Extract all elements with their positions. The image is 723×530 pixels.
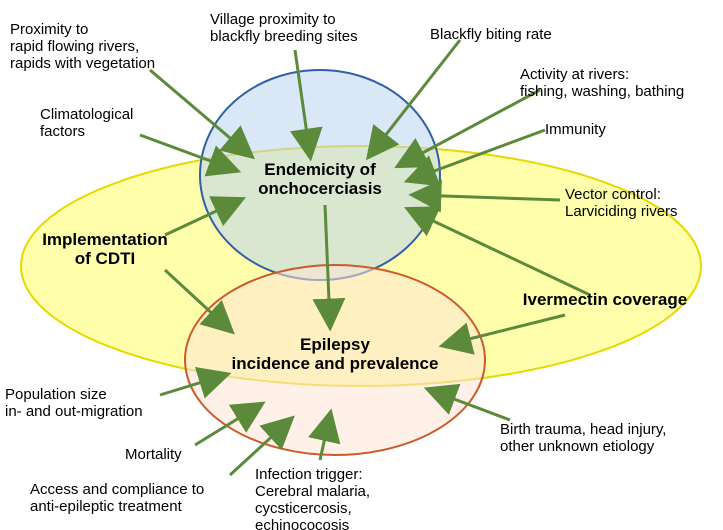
label-immunity: Immunity — [545, 121, 606, 138]
label-trigger: Infection trigger:Cerebral malaria,cycst… — [255, 466, 370, 530]
label-climate: Climatologicalfactors — [40, 106, 133, 140]
label-popsize: Population sizein- and out-migration — [5, 386, 143, 420]
label-biting: Blackfly biting rate — [430, 26, 552, 43]
label-access: Access and compliance toanti-epileptic t… — [30, 481, 204, 515]
label-vector: Vector control:Larviciding rivers — [565, 186, 678, 220]
label-village: Village proximity toblackfly breeding si… — [210, 11, 358, 45]
node-endemicity: Endemicity ofonchocerciasis — [258, 160, 382, 198]
node-ivermectin: Ivermectin coverage — [523, 290, 687, 309]
label-mortality: Mortality — [125, 446, 182, 463]
label-birth: Birth trauma, head injury,other unknown … — [500, 421, 666, 455]
label-activity: Activity at rivers:fishing, washing, bat… — [520, 66, 684, 100]
label-proximity: Proximity torapid flowing rivers,rapids … — [10, 21, 155, 72]
